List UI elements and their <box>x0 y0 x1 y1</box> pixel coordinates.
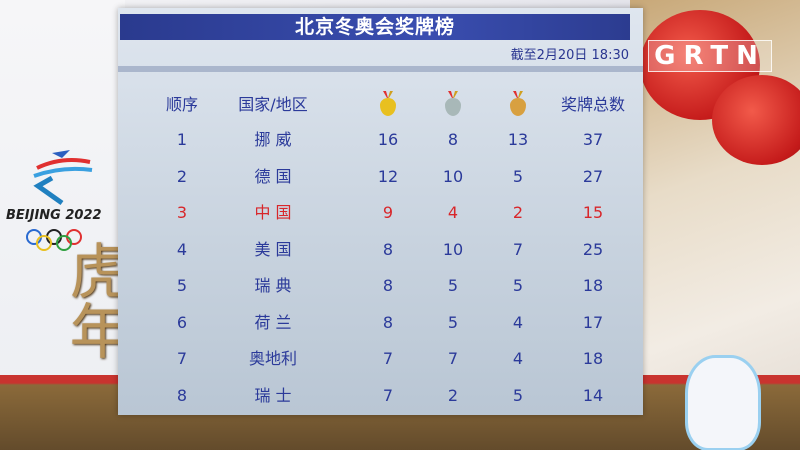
cell-country: 奥地利 <box>248 349 297 368</box>
cell-silver: 8 <box>447 130 459 149</box>
cell-rank: 2 <box>176 166 188 186</box>
mascot-bing-dwen-dwen <box>685 355 761 450</box>
channel-logo-text: GRTN <box>654 41 766 71</box>
table-row: 4 美 国 8 10 7 25 <box>118 235 643 265</box>
cell-total: 14 <box>582 385 604 405</box>
table-header: 顺序 国家/地区 奖牌总数 <box>118 90 643 120</box>
header-total: 奖牌总数 <box>560 95 625 114</box>
cell-total: 18 <box>582 349 604 368</box>
table-row: 5 瑞 典 8 5 5 18 <box>118 271 643 301</box>
cell-total: 18 <box>582 276 604 295</box>
cell-total: 17 <box>582 312 604 332</box>
cell-silver: 7 <box>447 349 459 368</box>
cell-country: 瑞 典 <box>254 276 292 295</box>
cell-bronze: 5 <box>512 276 524 295</box>
cell-total: 37 <box>582 130 604 149</box>
cell-gold: 8 <box>382 276 394 295</box>
timestamp: 截至2月20日 18:30 <box>510 48 629 63</box>
cell-silver: 5 <box>447 276 459 295</box>
table-row: 7 奥地利 7 7 4 18 <box>118 344 643 374</box>
cell-bronze: 7 <box>512 239 524 259</box>
cell-rank: 8 <box>176 385 188 405</box>
gold-medal-icon <box>380 98 396 116</box>
bronze-medal-icon <box>510 98 526 116</box>
header-country: 国家/地区 <box>238 95 308 114</box>
cell-bronze: 4 <box>512 349 524 368</box>
cell-silver: 10 <box>442 239 464 259</box>
cell-country: 瑞 士 <box>254 385 292 405</box>
table-row: 8 瑞 士 7 2 5 14 <box>118 381 643 411</box>
table-row: 2 德 国 12 10 5 27 <box>118 162 643 192</box>
lantern-icon <box>712 75 800 165</box>
cell-total: 27 <box>582 166 604 186</box>
beijing-2022-emblem <box>33 150 93 206</box>
table-row: 1 挪 威 16 8 13 37 <box>118 125 643 155</box>
cell-gold: 16 <box>377 130 399 149</box>
cell-bronze: 2 <box>512 203 524 222</box>
cell-country: 荷 兰 <box>254 312 292 332</box>
calligraphy-decoration: 虎年 <box>59 240 129 360</box>
cell-total: 25 <box>582 239 604 259</box>
cell-gold: 8 <box>382 239 394 259</box>
channel-logo: GRTN <box>648 40 772 72</box>
cell-total: 15 <box>582 203 604 222</box>
medal-table-panel: 北京冬奥会奖牌榜 截至2月20日 18:30 顺序 国家/地区 奖牌总数 1 挪 … <box>118 8 643 415</box>
cell-rank: 3 <box>176 203 188 222</box>
cell-country: 中 国 <box>254 203 292 222</box>
cell-silver: 4 <box>447 203 459 222</box>
cell-bronze: 4 <box>512 312 524 332</box>
cell-country: 挪 威 <box>254 130 292 149</box>
cell-gold: 12 <box>377 166 399 186</box>
olympic-rings-icon <box>26 229 82 251</box>
event-logo-text: BEIJING 2022 <box>6 208 102 223</box>
cell-bronze: 5 <box>512 166 524 186</box>
page-title: 北京冬奥会奖牌榜 <box>120 14 630 40</box>
cell-rank: 7 <box>176 349 188 368</box>
cell-rank: 1 <box>176 130 188 149</box>
cell-rank: 5 <box>176 276 188 295</box>
cell-rank: 4 <box>176 239 188 259</box>
cell-silver: 5 <box>447 312 459 332</box>
cell-gold: 7 <box>382 349 394 368</box>
cell-silver: 2 <box>447 385 459 405</box>
table-row: 6 荷 兰 8 5 4 17 <box>118 308 643 338</box>
cell-bronze: 5 <box>512 385 524 405</box>
table-row: 3 中 国 9 4 2 15 <box>118 198 643 228</box>
cell-gold: 7 <box>382 385 394 405</box>
cell-rank: 6 <box>176 312 188 332</box>
cell-silver: 10 <box>442 166 464 186</box>
cell-gold: 8 <box>382 312 394 332</box>
cell-bronze: 13 <box>507 130 529 149</box>
cell-gold: 9 <box>382 203 394 222</box>
silver-medal-icon <box>445 98 461 116</box>
divider <box>118 66 643 72</box>
cell-country: 德 国 <box>254 166 292 186</box>
cell-country: 美 国 <box>254 239 292 259</box>
header-rank: 顺序 <box>165 95 198 114</box>
